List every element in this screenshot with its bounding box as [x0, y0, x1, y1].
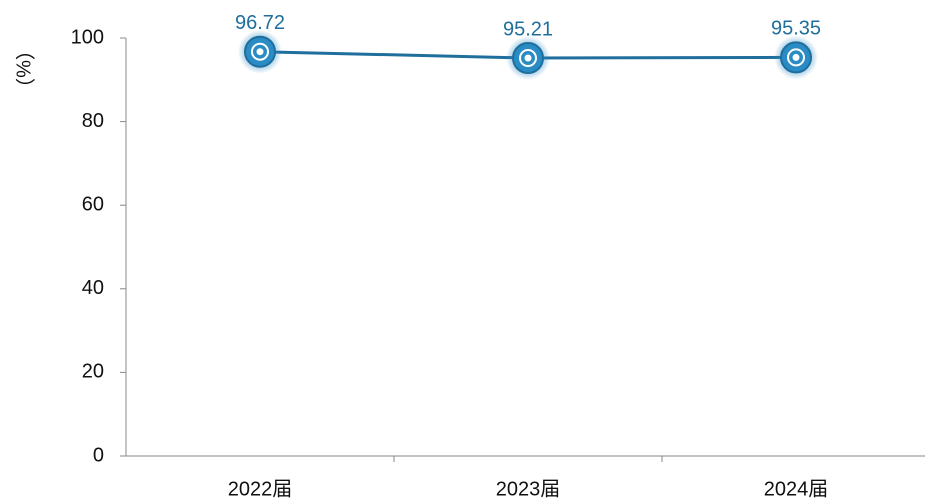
- x-tick-label: 2023届: [496, 478, 561, 500]
- x-tick-label: 2022届: [228, 478, 293, 500]
- data-label: 95.35: [771, 18, 821, 40]
- data-label: 95.21: [503, 18, 553, 40]
- y-axis-label: （%）: [12, 40, 35, 98]
- y-tick-label: 20: [82, 361, 104, 383]
- data-label: 96.72: [235, 12, 285, 34]
- marker-ring: [787, 48, 805, 67]
- marker-dot: [256, 48, 264, 56]
- y-tick-label: 80: [82, 110, 104, 132]
- y-tick-label: 60: [82, 193, 104, 215]
- y-tick-label: 40: [82, 277, 104, 299]
- x-tick-label: 2024届: [764, 478, 829, 500]
- y-tick-label: 100: [71, 26, 104, 48]
- y-tick-label: 0: [93, 444, 104, 466]
- marker-dot: [524, 54, 532, 62]
- marker-ring: [519, 49, 537, 68]
- marker-ring: [251, 42, 269, 61]
- marker-dot: [792, 53, 800, 61]
